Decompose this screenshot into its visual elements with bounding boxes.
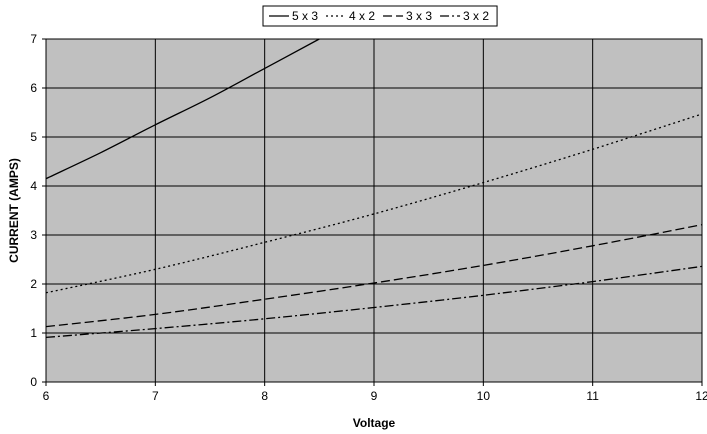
x-tick-label: 11 xyxy=(586,389,599,403)
legend-label-0: 5 x 3 xyxy=(292,9,318,23)
y-tick-label: 7 xyxy=(30,32,37,46)
legend-label-1: 4 x 2 xyxy=(349,9,375,23)
y-axis-title: CURRENT (AMPS) xyxy=(7,158,21,263)
series-line-3 xyxy=(45,265,703,339)
x-axis-title: Voltage xyxy=(353,416,396,430)
y-tick-label: 2 xyxy=(30,277,37,291)
series-line-1 xyxy=(45,113,703,294)
legend-label-2: 3 x 3 xyxy=(406,9,432,23)
x-tick-label: 12 xyxy=(695,389,707,403)
series-line-2 xyxy=(45,224,703,328)
x-tick-label: 8 xyxy=(261,389,268,403)
legend-label-3: 3 x 2 xyxy=(463,9,489,23)
series-line-0 xyxy=(45,38,320,180)
y-tick-label: 3 xyxy=(30,228,37,242)
y-tick-label: 5 xyxy=(30,130,37,144)
x-tick-label: 9 xyxy=(371,389,378,403)
legend-box xyxy=(262,5,498,27)
x-tick-label: 10 xyxy=(477,389,491,403)
y-tick-label: 0 xyxy=(30,375,37,389)
legend: 5 x 3 4 x 2 3 x 3 3 x 2 xyxy=(262,5,498,27)
series-lines xyxy=(45,38,703,339)
x-tick-label: 7 xyxy=(152,389,159,403)
y-tick-label: 6 xyxy=(30,81,37,95)
y-tick-label: 4 xyxy=(30,179,37,193)
x-tick-label: 6 xyxy=(43,389,50,403)
y-tick-label: 1 xyxy=(30,326,37,340)
